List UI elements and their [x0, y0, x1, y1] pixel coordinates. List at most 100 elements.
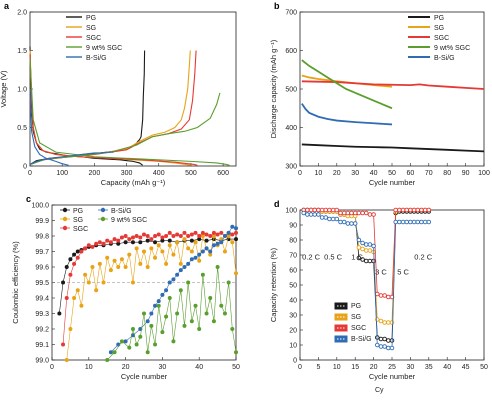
series-sgc-point	[153, 234, 158, 238]
series-9-wt-sgc-point	[230, 327, 235, 331]
x-tick-label: 0	[298, 170, 302, 177]
series-sg-point	[167, 243, 172, 248]
series-9-wt-sgc-point	[208, 296, 213, 300]
series-pg-point	[123, 240, 128, 245]
series-sg-point	[356, 245, 362, 250]
series-b-si-g-point	[200, 249, 205, 254]
series-sg-point	[186, 246, 191, 251]
series-b-si-g-point	[345, 221, 351, 226]
series-sg-point	[211, 234, 216, 238]
series-b-si-g-point	[319, 215, 325, 220]
series-9-wt-sgc-point	[211, 319, 216, 324]
series-pg-point	[160, 238, 165, 243]
legend-a: PG SG SGC 9 wt% SGC B-Si/G	[66, 15, 122, 62]
series-b-si-g-point	[153, 303, 158, 308]
series-sgc-point	[94, 241, 99, 246]
series-9-wt-sgc-point	[186, 280, 191, 285]
series-9-wt-sgc-point	[204, 311, 209, 316]
x-tick-label: 20	[333, 170, 341, 177]
series-b-si-g-point	[149, 311, 154, 316]
series-9-wt-sgc-point	[167, 296, 172, 300]
series-9-wt-sgc-point	[178, 288, 183, 293]
legend-label: B-Si/G	[111, 208, 132, 215]
legend-label: SG	[73, 217, 83, 224]
x-tick-label: 70	[425, 170, 433, 177]
series-sgc-point	[149, 237, 154, 242]
x-tick-label: 35	[425, 364, 433, 371]
series-sg-point	[208, 252, 213, 257]
series-b-si-g-point	[327, 216, 332, 222]
series-b-si-g-point	[393, 219, 398, 225]
series-pg-point	[382, 336, 387, 342]
series-sg-point	[72, 296, 77, 300]
series-b-si-g-point	[108, 350, 113, 355]
series-sg-point	[360, 246, 365, 252]
y-tick-label: 99.4	[35, 296, 49, 303]
series-pg-point	[116, 241, 121, 246]
y-tick-label: 500	[285, 87, 297, 94]
series-sgc-point	[349, 210, 354, 216]
legend-label: 9 wt% SGC	[111, 217, 147, 224]
series-b-si-g-point	[178, 268, 183, 273]
series-sg-point	[101, 280, 106, 285]
x-tick-label: 0	[28, 170, 32, 177]
series-b-si-g-point	[371, 243, 376, 249]
series-sg-point	[123, 265, 128, 269]
x-tick-label: 15	[351, 364, 359, 371]
series-sgc-point	[142, 232, 146, 237]
series-sgc-point	[415, 207, 421, 213]
series-pg-point	[204, 238, 209, 243]
legend-label: B-Si/G	[86, 55, 107, 62]
x-axis-label-c: Cycle number	[121, 372, 168, 381]
series-sgc-point	[338, 210, 343, 216]
series-sgc-point	[400, 207, 406, 213]
series-sgc-point	[341, 210, 347, 216]
series-sg-point	[226, 234, 231, 238]
series-sg-charge-line	[29, 50, 191, 165]
series-sgc-point	[64, 296, 69, 300]
y-tick-label: 100	[285, 208, 297, 215]
series-sgc-point	[193, 230, 198, 235]
panel-letter-c: c	[26, 194, 31, 204]
series-sgc-point	[86, 243, 91, 248]
x-tick-label: 20	[122, 364, 130, 371]
y-tick-label: 99.8	[35, 234, 49, 241]
legend-swatch-marker	[100, 216, 106, 222]
y-tick-label: 300	[285, 164, 297, 171]
y-tick-label: 70	[289, 253, 297, 260]
series-pg-point	[68, 257, 73, 262]
x-tick-label: 30	[351, 170, 359, 177]
series-sgc-point	[189, 232, 194, 237]
series-b-si-g-point	[389, 345, 395, 351]
y-tick-label: 99.0	[35, 358, 49, 365]
series-9-wt-sgc-point	[160, 330, 165, 335]
series-b-si-g-point	[182, 265, 187, 269]
series-sgc-point	[345, 210, 351, 216]
series-b-si-g-point	[156, 299, 161, 304]
legend-label: SG	[351, 314, 361, 321]
series-sgc-point	[411, 207, 417, 213]
series-sgc-point	[138, 235, 143, 240]
y-tick-label: 0.5	[17, 125, 27, 132]
series-sgc-point	[186, 234, 191, 238]
series-b-si-g-point	[175, 272, 180, 277]
x-tick-label: 300	[121, 170, 133, 177]
panel-letter-b: b	[274, 1, 280, 11]
y-tick-label: 20	[289, 328, 297, 335]
y-tick-label: 30	[289, 313, 297, 320]
series-b-si-g-point	[367, 242, 373, 247]
series-b-si-g-point	[404, 219, 409, 225]
series-b-si-g-point	[305, 212, 310, 217]
series-pg-point	[130, 240, 135, 245]
y-tick-label: 99.7	[35, 249, 49, 256]
series-sg-point	[193, 240, 198, 245]
series-sgc-point	[408, 207, 413, 213]
series-sgc-point	[305, 207, 310, 213]
series-9-wt-sgc-point	[226, 280, 231, 285]
legend-label: SGC	[73, 226, 88, 233]
series-sg-point	[130, 280, 135, 285]
series-sgc-point	[75, 255, 80, 260]
plot-frame-b	[299, 11, 485, 167]
series-sgc-point	[397, 207, 402, 213]
y-tick-label: 700	[285, 10, 297, 17]
